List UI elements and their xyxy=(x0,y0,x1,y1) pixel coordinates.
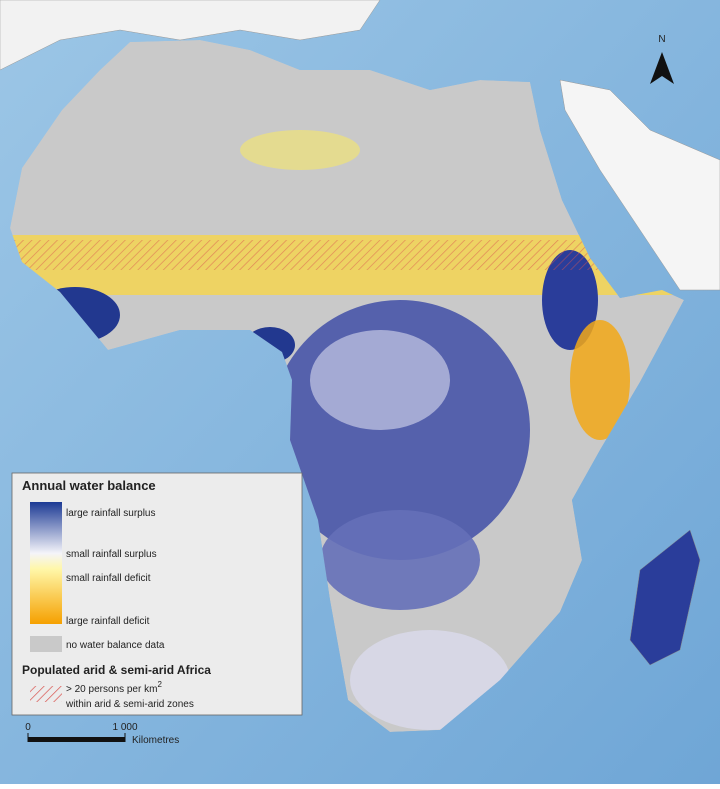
legend-item: small rainfall deficit xyxy=(66,573,151,584)
legend-title: Annual water balance xyxy=(22,478,156,493)
legend-swatch xyxy=(30,636,62,652)
hatch-superscript: 2 xyxy=(157,680,162,689)
legend-gradient xyxy=(30,502,62,624)
legend-item: large rainfall surplus xyxy=(66,508,156,519)
north-arrow: N xyxy=(650,34,674,84)
scale-tick-label: 0 xyxy=(25,722,31,733)
legend-item: large rainfall deficit xyxy=(66,616,150,627)
north-label: N xyxy=(658,34,665,45)
scale-bar-line xyxy=(28,737,125,742)
madagascar xyxy=(629,529,701,666)
legend-swatch xyxy=(30,686,62,702)
legend-item: small rainfall surplus xyxy=(66,549,157,560)
arabia xyxy=(559,79,720,291)
legend-item: no water balance data xyxy=(66,640,165,651)
scale-unit: Kilometres xyxy=(132,735,179,746)
legend-item: > 20 persons per km2 xyxy=(66,680,162,695)
legend-section-title: Populated arid & semi-arid Africa xyxy=(22,663,211,677)
europe xyxy=(0,0,381,71)
scale-tick-label: 1 000 xyxy=(112,722,137,733)
hatch-label: > 20 persons per km xyxy=(66,684,157,695)
legend: Annual water balance large rainfall surp… xyxy=(11,472,303,716)
africa xyxy=(10,40,684,732)
scale-bar: Kilometres 0 1 000 xyxy=(25,722,179,746)
legend-item: within arid & semi-arid zones xyxy=(65,699,194,710)
